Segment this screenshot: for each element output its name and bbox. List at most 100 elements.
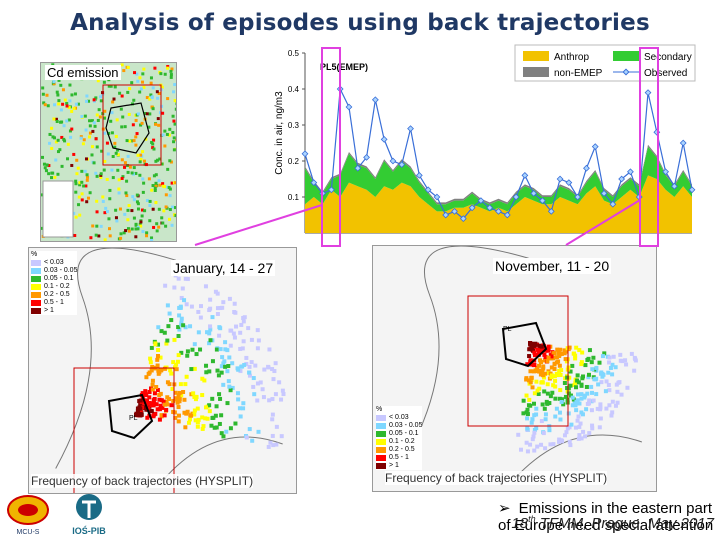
trajectory-cell bbox=[532, 350, 537, 355]
trajectory-cell bbox=[201, 424, 206, 429]
trajectory-cell bbox=[527, 354, 532, 359]
trajectory-cell bbox=[618, 352, 623, 357]
trajectory-cell bbox=[162, 413, 167, 418]
trajectory-cell bbox=[279, 397, 284, 402]
emission-cell bbox=[142, 67, 146, 71]
emission-cell bbox=[56, 93, 60, 97]
emission-cell bbox=[160, 216, 164, 220]
trajectory-cell bbox=[551, 383, 556, 388]
trajectory-cell bbox=[534, 379, 539, 384]
emission-cell bbox=[81, 142, 85, 146]
emission-cell bbox=[95, 145, 99, 149]
trajectory-cell bbox=[600, 374, 605, 379]
trajectory-cell bbox=[545, 382, 550, 387]
emission-cell bbox=[170, 205, 174, 209]
trajectory-cell bbox=[162, 366, 167, 371]
trajectory-cell bbox=[218, 347, 223, 352]
emission-cell bbox=[171, 131, 175, 135]
trajectory-cell bbox=[182, 397, 187, 402]
trajectory-cell bbox=[573, 381, 578, 386]
trajectory-cell bbox=[156, 325, 161, 330]
trajectory-cell bbox=[586, 372, 591, 377]
emission-cell bbox=[82, 138, 86, 142]
conclusion-text: Emissions in the eastern part of Europe … bbox=[498, 500, 714, 534]
trajectory-cell bbox=[241, 406, 246, 411]
observed-point bbox=[539, 197, 546, 204]
emission-cell bbox=[153, 188, 157, 192]
emission-cell bbox=[155, 90, 159, 94]
trajectory-cell bbox=[609, 413, 614, 418]
emission-cell bbox=[148, 199, 152, 203]
trajectory-cell bbox=[167, 382, 172, 387]
trajectory-cell bbox=[613, 365, 618, 370]
emission-cell bbox=[145, 231, 149, 235]
legend-swatch bbox=[31, 260, 41, 266]
emission-cell bbox=[62, 124, 66, 128]
trajectory-cell bbox=[607, 388, 612, 393]
trajectory-cell bbox=[536, 348, 541, 353]
trajectory-cell bbox=[207, 369, 212, 374]
trajectory-cell bbox=[565, 375, 570, 380]
emission-cell bbox=[166, 97, 170, 101]
trajectory-cell bbox=[549, 354, 554, 359]
emission-cell bbox=[109, 119, 113, 123]
trajectory-cell bbox=[570, 363, 575, 368]
trajectory-cell bbox=[547, 401, 552, 406]
trajectory-cell bbox=[179, 316, 184, 321]
trajectory-cell bbox=[598, 402, 603, 407]
emission-cell bbox=[111, 154, 115, 158]
trajectory-map: PL % < 0.03 0.03 - 0.05 0.05 - 0.1 0.1 - 0.2… bbox=[372, 245, 657, 492]
observed-point bbox=[442, 211, 450, 219]
trajectory-cell bbox=[528, 342, 533, 347]
observed-point bbox=[565, 179, 573, 186]
trajectory-cell bbox=[546, 355, 551, 360]
emission-cell bbox=[90, 119, 94, 123]
emission-map-image bbox=[41, 63, 179, 242]
trajectory-cell bbox=[183, 425, 188, 430]
emission-cell bbox=[106, 152, 110, 156]
emission-cell bbox=[74, 190, 78, 194]
trajectory-cell bbox=[196, 417, 201, 422]
trajectory-cell bbox=[596, 382, 601, 387]
trajectory-cell bbox=[602, 351, 607, 356]
trajectory-cell bbox=[543, 412, 548, 417]
emission-cell bbox=[66, 157, 70, 161]
emission-cell bbox=[134, 235, 138, 239]
emission-cell bbox=[171, 114, 175, 118]
legend-swatch bbox=[622, 68, 630, 76]
emission-cell bbox=[55, 90, 59, 94]
trajectory-cell bbox=[534, 426, 539, 431]
observed-point bbox=[380, 136, 388, 143]
legend-label: 0.1 - 0.2 bbox=[389, 438, 415, 445]
trajectory-cell bbox=[177, 305, 182, 310]
emission-cell bbox=[43, 103, 47, 107]
trajectory-cell bbox=[244, 355, 249, 360]
trajectory-cell bbox=[549, 373, 554, 378]
trajectory-cell bbox=[525, 362, 530, 367]
emission-cell bbox=[60, 164, 64, 168]
trajectory-cell bbox=[582, 395, 587, 400]
trajectory-cell bbox=[217, 325, 222, 330]
emission-cell bbox=[62, 137, 66, 141]
emission-cell bbox=[108, 197, 112, 201]
emission-cell bbox=[174, 181, 178, 185]
trajectory-cell bbox=[585, 391, 590, 396]
trajectory-cell bbox=[153, 342, 158, 347]
trajectory-cell bbox=[173, 390, 178, 395]
logos: MCU-S IOŚ-PIB bbox=[7, 494, 106, 536]
trajectory-cell bbox=[160, 405, 165, 410]
emission-cell bbox=[152, 225, 156, 229]
emission-cell bbox=[166, 65, 170, 69]
emission-cell bbox=[152, 147, 156, 151]
emission-cell bbox=[116, 148, 120, 152]
emission-cell bbox=[101, 195, 105, 199]
trajectory-cell bbox=[557, 368, 562, 373]
trajectory-cell bbox=[176, 393, 181, 398]
emission-cell bbox=[92, 121, 96, 125]
trajectory-cell bbox=[270, 417, 275, 422]
trajectory-cell bbox=[545, 359, 550, 364]
trajectory-cell bbox=[629, 351, 634, 356]
trajectory-cell bbox=[225, 401, 230, 406]
trajectory-cell bbox=[584, 384, 589, 389]
